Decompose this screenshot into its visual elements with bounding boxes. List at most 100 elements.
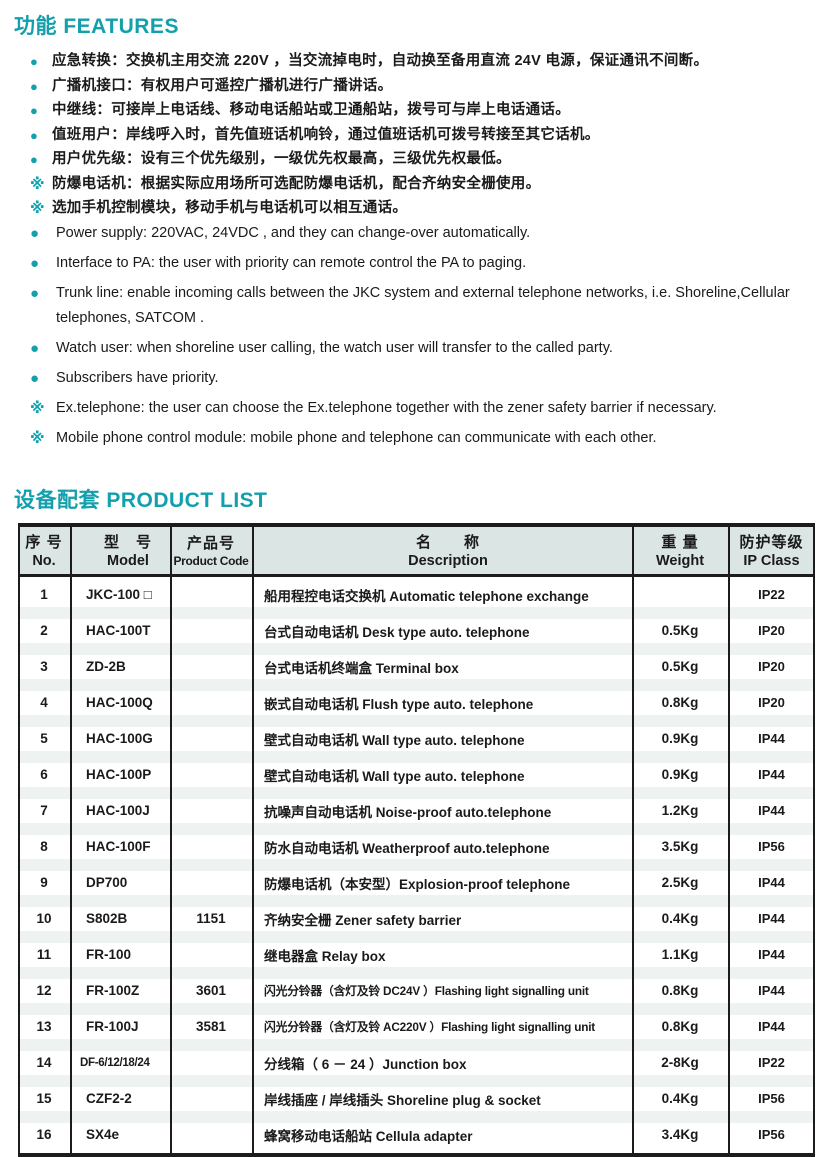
column-header-label: Product Code — [173, 554, 249, 568]
table-column-divider — [70, 526, 72, 1153]
bullet-dot-icon: ● — [30, 254, 40, 272]
column-header-label: No. — [32, 553, 56, 569]
cell-ip-class: IP56 — [758, 1127, 785, 1142]
cell-model: HAC-100J — [86, 803, 150, 818]
feature-text: Power supply: 220VAC, 24VDC , and they c… — [56, 224, 531, 241]
cell-ip-class: IP22 — [758, 1055, 785, 1070]
reference-mark-icon: ※ — [30, 200, 45, 217]
cell-model: HAC-100F — [86, 839, 151, 854]
cell-model: JKC-100 □ — [86, 587, 152, 602]
feature-item: ● Interface to PA: the user with priorit… — [30, 254, 815, 276]
reference-mark-icon: ※ — [30, 175, 45, 193]
cell-weight: 3.5Kg — [661, 839, 699, 854]
cell-model: HAC-100P — [86, 767, 152, 782]
table-row: 13 FR-100J 3581 闪光分铃器（含灯及铃 AC220V ）Flash… — [18, 1002, 815, 1045]
cell-description: 嵌式自动电话机 Flush type auto. telephone — [264, 696, 534, 712]
cell-description: 蜂窝移动电话船站 Cellula adapter — [264, 1128, 473, 1144]
feature-text: Mobile phone control module: mobile phon… — [56, 429, 657, 446]
cell-description: 继电器盒 Relay box — [264, 948, 386, 964]
cell-product-code: 3601 — [195, 983, 227, 998]
column-header-label: Description — [408, 553, 488, 569]
cell-ip-class: IP44 — [758, 1019, 785, 1034]
feature-text: Interface to PA: the user with priority … — [56, 254, 527, 271]
cell-description: 台式电话机终端盒 Terminal box — [264, 660, 459, 676]
cell-no: 1 — [40, 587, 48, 602]
cell-weight: 1.1Kg — [661, 947, 699, 962]
column-header-description: 名 称 Description — [252, 527, 632, 574]
column-header-label: Model — [107, 553, 149, 569]
cell-weight: 0.8Kg — [661, 695, 699, 710]
table-column-divider — [252, 526, 254, 1153]
cell-ip-class: IP44 — [758, 731, 785, 746]
feature-text: 广播机接口：有权用户可遥控广播机进行广播讲话。 — [52, 77, 393, 94]
cell-no: 12 — [36, 983, 52, 998]
cell-weight: 0.9Kg — [661, 731, 699, 746]
table-row: 14 DF-6/12/18/24 分线箱（ 6 － 24 ）Junction b… — [18, 1038, 815, 1081]
cell-no: 8 — [40, 839, 48, 854]
bullet-dot-icon: ● — [30, 224, 40, 242]
table-body: 1 JKC-100 □ 船用程控电话交换机 Automatic telephon… — [18, 577, 815, 1153]
product-list-section: 设备配套 PRODUCT LIST 序 号 No. 型 号 Model 产品号 … — [14, 484, 815, 1157]
column-header-ip-class: 防护等级 IP Class — [728, 527, 815, 574]
feature-text: 应急转换：交换机主用交流 220V ，当交流掉电时，自动换至备用直流 24V 电… — [52, 53, 709, 69]
cell-weight: 2-8Kg — [661, 1055, 699, 1070]
cell-ip-class: IP44 — [758, 767, 785, 782]
cell-model: DP700 — [86, 875, 128, 890]
cell-ip-class: IP56 — [758, 839, 785, 854]
cell-weight: 3.4Kg — [661, 1127, 699, 1142]
feature-text: Trunk line: enable incoming calls betwee… — [56, 284, 790, 326]
cell-model: HAC-100Q — [86, 695, 153, 710]
cell-ip-class: IP20 — [758, 659, 785, 674]
cell-no: 13 — [36, 1019, 52, 1034]
table-border-line — [18, 526, 20, 1153]
cell-model: SX4e — [86, 1127, 120, 1142]
table-row: 2 HAC-100T 台式自动电话机 Desk type auto. telep… — [18, 606, 815, 649]
feature-text: Watch user: when shoreline user calling,… — [56, 339, 613, 356]
feature-item: ● 广播机接口：有权用户可遥控广播机进行广播讲话。 — [30, 77, 815, 95]
cell-model: FR-100 — [86, 947, 132, 962]
table-row: 7 HAC-100J 抗噪声自动电话机 Noise-proof auto.tel… — [18, 786, 815, 829]
cell-description: 台式自动电话机 Desk type auto. telephone — [264, 624, 530, 640]
bullet-dot-icon: ● — [30, 369, 40, 387]
cell-model: FR-100Z — [86, 983, 140, 998]
table-row: 6 HAC-100P 壁式自动电话机 Wall type auto. telep… — [18, 750, 815, 793]
feature-item: ※ 防爆电话机：根据实际应用场所可选配防爆电话机，配合齐纳安全栅使用。 — [30, 175, 815, 193]
bullet-dot-icon: ● — [30, 127, 38, 143]
cell-model: FR-100J — [86, 1019, 139, 1034]
feature-item: ● 值班用户：岸线呼入时，首先值班话机响铃，通过值班话机可拨号转接至其它话机。 — [30, 126, 815, 144]
cell-model: S802B — [86, 911, 128, 926]
feature-item: ● Subscribers have priority. — [30, 369, 815, 391]
column-header-label: 型 号 — [103, 534, 152, 551]
feature-item: ● Trunk line: enable incoming calls betw… — [30, 284, 815, 331]
product-table: 序 号 No. 型 号 Model 产品号 Product Code 名 称 D… — [18, 522, 815, 1157]
features-section: 功能 FEATURES ● 应急转换：交换机主用交流 220V ，当交流掉电时，… — [14, 10, 815, 451]
cell-description: 岸线插座 / 岸线插头 Shoreline plug & socket — [264, 1092, 541, 1108]
cell-ip-class: IP56 — [758, 1091, 785, 1106]
feature-text: 选加手机控制模块，移动手机与电话机可以相互通话。 — [52, 200, 408, 216]
cell-weight: 0.5Kg — [661, 659, 699, 674]
bullet-dot-icon: ● — [30, 78, 38, 94]
cell-model: CZF2-2 — [86, 1091, 132, 1106]
features-list: ● 应急转换：交换机主用交流 220V ，当交流掉电时，自动换至备用直流 24V… — [14, 53, 815, 451]
feature-text: 值班用户：岸线呼入时，首先值班话机响铃，通过值班话机可拨号转接至其它话机。 — [52, 126, 600, 143]
reference-mark-icon: ※ — [30, 399, 45, 417]
cell-no: 5 — [40, 731, 48, 746]
cell-product-code: 1151 — [196, 911, 226, 926]
bullet-dot-icon: ● — [30, 284, 40, 302]
feature-text: 中继线：可接岸上电话线、移动电话船站或卫通船站，拨号可与岸上电话通话。 — [52, 102, 570, 118]
table-row: 3 ZD-2B 台式电话机终端盒 Terminal box 0.5Kg IP20 — [18, 642, 815, 685]
cell-no: 2 — [40, 623, 48, 638]
table-row: 8 HAC-100F 防水自动电话机 Weatherproof auto.tel… — [18, 822, 815, 865]
cell-no: 3 — [40, 659, 48, 674]
cell-description: 齐纳安全栅 Zener safety barrier — [264, 912, 462, 928]
cell-ip-class: IP20 — [758, 623, 785, 638]
column-header-model: 型 号 Model — [70, 527, 170, 574]
table-column-divider — [728, 526, 730, 1153]
feature-text: Ex.telephone: the user can choose the Ex… — [56, 399, 717, 416]
cell-no: 7 — [40, 803, 48, 818]
cell-description: 防爆电话机（本安型）Explosion-proof telephone — [264, 876, 570, 892]
reference-mark-icon: ※ — [30, 429, 45, 447]
cell-no: 10 — [36, 911, 52, 926]
column-header-weight: 重 量 Weight — [632, 527, 728, 574]
